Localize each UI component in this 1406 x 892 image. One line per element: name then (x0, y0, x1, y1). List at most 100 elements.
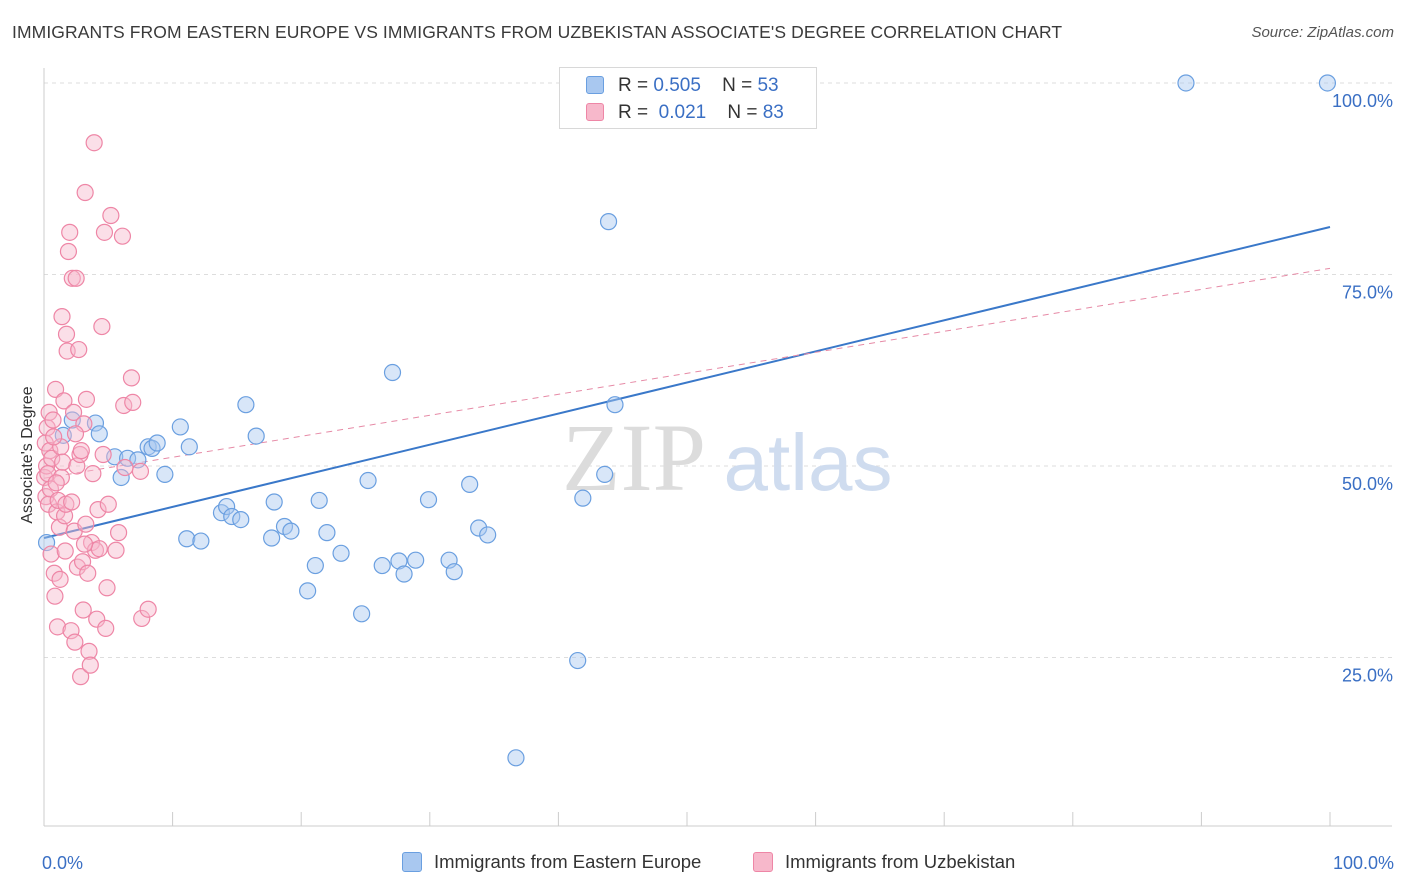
point-eastern-europe (1177, 74, 1195, 92)
point-uzbekistan (97, 619, 115, 637)
bottom-legend-eastern-europe: Immigrants from Eastern Europe (402, 851, 701, 873)
axes (43, 68, 1392, 827)
point-uzbekistan (66, 633, 84, 651)
bottom-legend-swatch-blue (402, 852, 422, 872)
point-uzbekistan (44, 411, 62, 429)
point-eastern-europe (383, 363, 402, 382)
point-uzbekistan (139, 600, 157, 618)
point-uzbekistan (89, 501, 107, 519)
x-tick-label-min: 0.0% (42, 853, 84, 873)
point-uzbekistan (79, 564, 97, 582)
y-axis-label: Associate's Degree (19, 386, 36, 524)
point-eastern-europe (318, 524, 336, 542)
watermark: ZIP atlas (562, 404, 892, 511)
trend-line-eastern-europe (43, 226, 1331, 539)
point-uzbekistan (51, 570, 69, 588)
point-eastern-europe (390, 552, 408, 570)
point-eastern-europe (569, 651, 587, 670)
point-eastern-europe (353, 605, 371, 623)
point-uzbekistan (99, 495, 117, 513)
point-eastern-europe (479, 526, 497, 544)
point-uzbekistan (64, 403, 83, 421)
point-eastern-europe (373, 556, 391, 575)
point-eastern-europe (606, 396, 624, 414)
legend-swatch-pink (586, 103, 604, 121)
point-uzbekistan (75, 535, 94, 553)
point-uzbekistan (49, 491, 67, 510)
point-uzbekistan (57, 325, 76, 343)
point-eastern-europe (237, 396, 255, 414)
point-uzbekistan (77, 390, 96, 408)
point-eastern-europe (306, 556, 324, 575)
point-eastern-europe (192, 532, 210, 550)
source-credit: Source: ZipAtlas.com (1251, 24, 1394, 41)
legend-n-value: 83 (762, 102, 784, 123)
point-eastern-europe (247, 427, 265, 445)
watermark-zip: ZIP (562, 404, 706, 511)
bottom-legend-swatch-pink (753, 852, 773, 872)
point-uzbekistan (47, 474, 65, 492)
point-eastern-europe (599, 213, 618, 231)
y-tick-labels: 25.0% 50.0% 75.0% 100.0% (1332, 91, 1393, 685)
point-uzbekistan (46, 587, 64, 605)
point-uzbekistan (42, 545, 60, 563)
point-eastern-europe (359, 471, 377, 490)
point-uzbekistan (74, 601, 92, 619)
point-uzbekistan (102, 206, 120, 225)
bottom-legend-label: Immigrants from Eastern Europe (434, 851, 702, 872)
point-eastern-europe (1318, 74, 1337, 92)
point-eastern-europe (282, 522, 300, 540)
point-eastern-europe (507, 749, 525, 767)
point-uzbekistan (88, 610, 106, 628)
watermark-atlas: atlas (724, 418, 893, 507)
point-eastern-europe (299, 582, 317, 600)
point-eastern-europe (310, 491, 328, 510)
correlation-legend: R = 0.505 N = 53 R = 0.021 N = 83 (559, 67, 817, 129)
point-eastern-europe (265, 493, 283, 511)
legend-r-value: 0.505 (653, 75, 701, 96)
point-uzbekistan (93, 317, 111, 336)
point-uzbekistan (116, 458, 134, 477)
x-tick-label-max: 100.0% (1332, 853, 1394, 873)
point-uzbekistan (53, 308, 71, 326)
trend-lines (43, 226, 1331, 539)
point-eastern-europe (574, 489, 592, 507)
point-uzbekistan (43, 449, 61, 467)
gridlines (44, 82, 1392, 658)
legend-n-label: N = (727, 102, 758, 123)
point-uzbekistan (85, 134, 103, 152)
point-uzbekistan (90, 540, 108, 558)
point-uzbekistan (63, 269, 81, 287)
point-eastern-europe (332, 544, 350, 562)
data-points (36, 74, 1337, 767)
point-eastern-europe (419, 491, 438, 509)
point-eastern-europe (407, 551, 425, 569)
legend-r-label: R = (618, 75, 649, 96)
point-uzbekistan (113, 227, 132, 245)
point-uzbekistan (107, 541, 125, 559)
y-tick-label: 75.0% (1342, 282, 1393, 302)
point-uzbekistan (72, 442, 90, 460)
y-tick-label: 50.0% (1342, 474, 1393, 494)
y-tick-label: 100.0% (1332, 91, 1393, 111)
point-eastern-europe (171, 418, 189, 436)
point-eastern-europe (180, 438, 198, 456)
point-uzbekistan (115, 396, 133, 415)
point-uzbekistan (133, 609, 151, 628)
legend-n-value: 53 (757, 75, 779, 96)
point-uzbekistan (55, 392, 73, 410)
point-uzbekistan (66, 425, 85, 443)
point-uzbekistan (94, 445, 112, 464)
point-uzbekistan (77, 515, 95, 533)
point-eastern-europe (148, 434, 166, 452)
trend-line-uzbekistan (43, 267, 1331, 479)
y-tick-label: 25.0% (1342, 665, 1393, 685)
legend-row-eastern-europe: R = 0.505 N = 53 (586, 75, 779, 97)
point-uzbekistan (59, 242, 78, 261)
point-eastern-europe (223, 507, 241, 526)
chart-title: IMMIGRANTS FROM EASTERN EUROPE VS IMMIGR… (12, 22, 1063, 42)
point-uzbekistan (76, 183, 94, 202)
legend-r-value: 0.021 (658, 102, 707, 123)
point-uzbekistan (56, 542, 74, 560)
